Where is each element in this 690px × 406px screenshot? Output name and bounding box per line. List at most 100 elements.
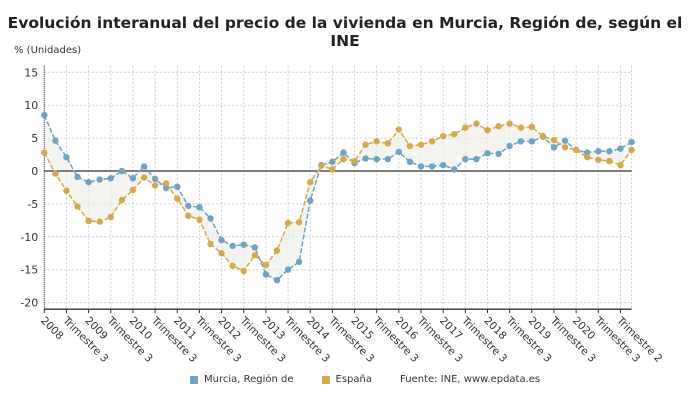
data-point-0 — [417, 163, 425, 170]
data-point-1 — [428, 138, 436, 145]
data-point-0 — [129, 175, 137, 182]
data-point-1 — [584, 153, 591, 161]
data-point-0 — [174, 183, 181, 190]
y-tick-label: -5 — [27, 198, 38, 211]
data-point-1 — [384, 140, 391, 147]
data-point-1 — [528, 123, 536, 131]
data-point-1 — [329, 166, 336, 173]
data-point-0 — [495, 150, 502, 158]
data-point-1 — [41, 149, 48, 156]
legend-label-murcia: Murcia, Región de — [204, 374, 294, 385]
y-tick-label: 5 — [31, 132, 38, 145]
data-point-1 — [318, 162, 325, 169]
data-point-1 — [262, 261, 270, 269]
data-point-1 — [351, 157, 358, 165]
data-point-1 — [251, 252, 259, 259]
y-tick-label: 15 — [24, 66, 38, 79]
data-point-1 — [284, 219, 292, 227]
data-point-0 — [617, 145, 624, 152]
data-point-1 — [63, 187, 70, 194]
data-point-1 — [462, 124, 469, 131]
data-point-0 — [384, 155, 391, 163]
data-point-0 — [584, 149, 591, 156]
data-point-0 — [484, 150, 491, 157]
data-point-0 — [550, 144, 558, 151]
data-point-0 — [439, 161, 447, 169]
data-point-0 — [52, 137, 59, 144]
data-point-1 — [517, 124, 524, 131]
data-point-0 — [118, 167, 126, 175]
data-point-1 — [617, 161, 624, 169]
data-point-0 — [196, 203, 203, 211]
data-point-0 — [362, 155, 369, 162]
data-point-1 — [495, 123, 502, 130]
data-point-1 — [174, 195, 181, 202]
data-point-0 — [107, 175, 114, 182]
data-point-0 — [240, 241, 247, 248]
data-point-0 — [218, 236, 225, 244]
x-tick-label: 2008 — [38, 315, 65, 342]
y-tick-label: -15 — [20, 264, 38, 277]
data-point-1 — [140, 174, 148, 181]
data-point-0 — [85, 178, 92, 186]
y-tick-label: -20 — [20, 297, 38, 310]
data-point-0 — [406, 158, 414, 165]
data-point-0 — [628, 138, 635, 146]
data-point-1 — [118, 196, 126, 204]
data-point-0 — [295, 258, 303, 266]
data-point-1 — [273, 247, 281, 254]
data-point-0 — [462, 155, 469, 163]
data-point-1 — [473, 120, 480, 127]
data-point-1 — [74, 203, 81, 210]
y-tick-label: 0 — [31, 165, 38, 178]
data-point-1 — [572, 146, 580, 154]
data-point-0 — [606, 148, 613, 155]
data-point-1 — [96, 218, 103, 225]
series-line-0 — [43, 114, 632, 282]
data-point-0 — [506, 142, 513, 150]
data-point-1 — [550, 136, 558, 144]
legend: Murcia, Región de España Fuente: INE, ww… — [190, 374, 568, 385]
data-point-1 — [151, 182, 159, 189]
data-point-0 — [473, 155, 480, 163]
data-point-1 — [373, 138, 380, 145]
data-point-0 — [251, 244, 259, 251]
data-point-1 — [218, 250, 225, 257]
data-point-0 — [284, 266, 292, 273]
data-point-0 — [229, 242, 236, 250]
data-point-0 — [329, 158, 336, 165]
chart-title: Evolución interanual del precio de la vi… — [7, 14, 683, 50]
y-tick-label: -10 — [20, 231, 38, 244]
data-point-1 — [395, 126, 403, 133]
legend-item-espana[interactable]: España — [321, 374, 373, 385]
data-point-0 — [273, 277, 281, 284]
data-point-0 — [517, 138, 524, 145]
data-point-0 — [262, 271, 270, 278]
legend-label-espana: España — [335, 374, 373, 385]
data-point-1 — [307, 178, 314, 186]
data-point-0 — [528, 138, 536, 145]
data-point-1 — [406, 142, 414, 150]
data-point-0 — [340, 149, 347, 156]
data-point-0 — [373, 155, 380, 163]
data-point-0 — [96, 176, 103, 183]
data-point-0 — [307, 197, 314, 204]
data-point-1 — [295, 219, 303, 226]
legend-swatch-espana — [321, 375, 330, 384]
data-point-1 — [185, 212, 192, 219]
data-point-0 — [63, 153, 70, 161]
data-point-0 — [428, 163, 436, 170]
data-point-0 — [395, 148, 403, 156]
data-point-1 — [628, 146, 635, 154]
data-point-1 — [129, 186, 137, 194]
data-point-0 — [561, 137, 569, 144]
series-line-1 — [43, 122, 633, 272]
data-point-1 — [439, 132, 447, 140]
data-point-1 — [85, 217, 92, 225]
y-tick-label: 10 — [24, 99, 38, 112]
legend-item-murcia[interactable]: Murcia, Región de — [190, 374, 294, 385]
data-point-1 — [340, 155, 347, 163]
source-note: Fuente: INE, www.epdata.es — [400, 374, 541, 385]
data-point-0 — [207, 215, 214, 222]
